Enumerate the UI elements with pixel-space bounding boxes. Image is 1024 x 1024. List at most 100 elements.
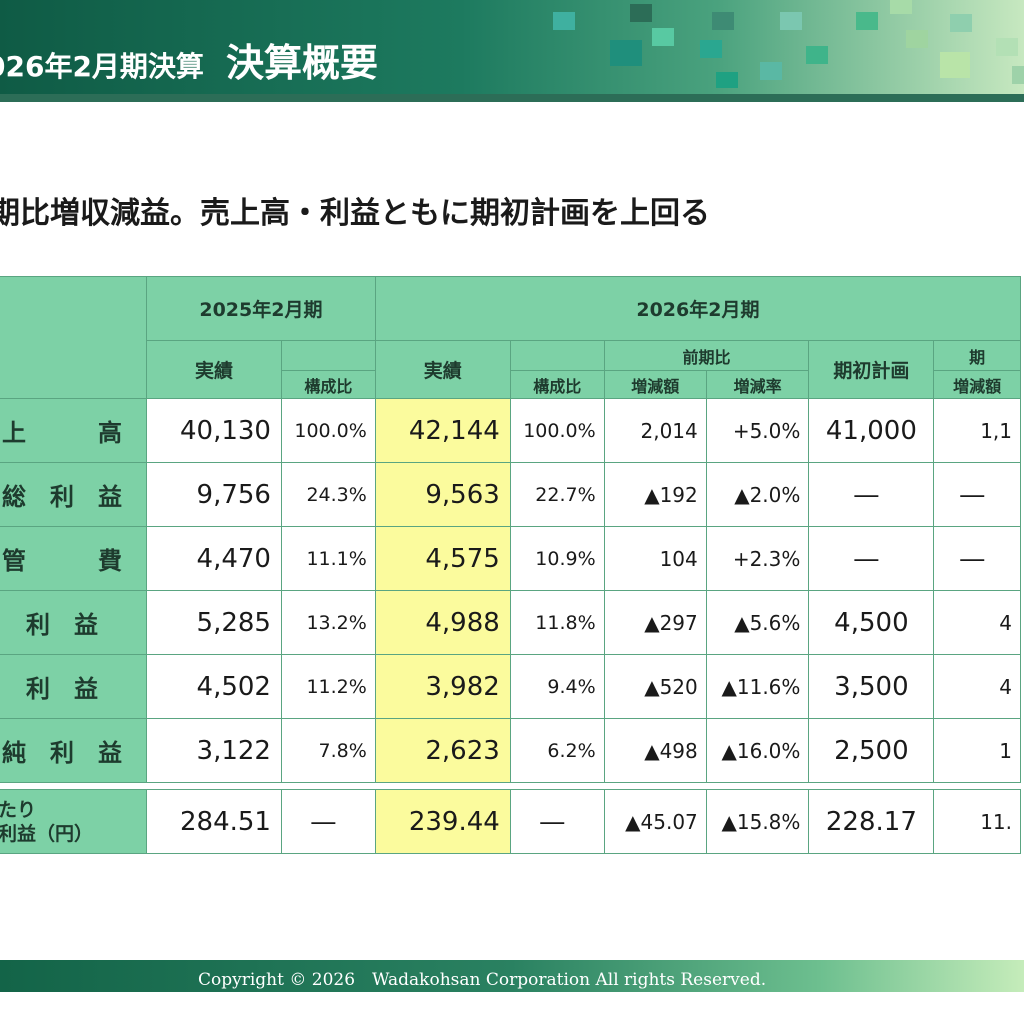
col-yoy: 前期比 [603, 340, 810, 371]
decor-square [780, 12, 802, 30]
footer-bar: Copyright © 2026 Wadakohsan Corporation … [0, 960, 1024, 992]
financial-summary-table: 2025年2月期 2026年2月期 実績 実績 前期比 期初計画 期 構成比 構… [0, 276, 1022, 854]
change-rate: ▲16.0% [705, 718, 810, 783]
plan-change: ― [933, 526, 1021, 591]
col-change-amount: 増減額 [603, 370, 707, 399]
change-amount: ▲498 [603, 718, 707, 783]
actual-2025: 4,502 [146, 654, 282, 719]
row-label: 管 費 [0, 526, 147, 591]
ratio-2025: 11.1% [280, 526, 376, 591]
table-row-eps: たり 利益（円） 284.51 ― 239.44 ― ▲45.07 ▲15.8%… [0, 789, 1021, 854]
actual-2025: 4,470 [146, 526, 282, 591]
row-spacer [0, 782, 1021, 790]
change-amount: ▲297 [603, 590, 707, 655]
decor-square [610, 40, 642, 66]
plan: ― [808, 526, 935, 591]
change-amount: 104 [603, 526, 707, 591]
ratio-2025: 24.3% [280, 462, 376, 527]
eps-label-line1: たり [0, 798, 37, 821]
actual-2026: 4,988 [374, 590, 511, 655]
col-plan-change: 増減額 [933, 370, 1021, 399]
plan: 3,500 [808, 654, 935, 719]
decor-square [906, 30, 928, 48]
plan: 228.17 [808, 789, 935, 854]
plan: 2,500 [808, 718, 935, 783]
ratio-2025: ― [280, 789, 376, 854]
row-label: 利益 [0, 654, 147, 719]
col-ratio-2025: 構成比 [280, 370, 376, 399]
summary-headline: 期比増収減益。売上高・利益ともに期初計画を上回る [0, 196, 710, 231]
table-row: 利益 5,285 13.2% 4,988 11.8% ▲297 ▲5.6% 4,… [0, 590, 1021, 655]
decor-square [630, 4, 652, 22]
col-ratio-2026: 構成比 [509, 370, 605, 399]
ratio-2025: 100.0% [280, 398, 376, 463]
decor-square [856, 12, 878, 30]
table-row: 総利益 9,756 24.3% 9,563 22.7% ▲192 ▲2.0% ―… [0, 462, 1021, 527]
change-rate: ▲5.6% [705, 590, 810, 655]
table-row: 管 費 4,470 11.1% 4,575 10.9% 104 +2.3% ― … [0, 526, 1021, 591]
plan: 41,000 [808, 398, 935, 463]
table-row: 上 高 40,130 100.0% 42,144 100.0% 2,014 +5… [0, 398, 1021, 463]
table-row: 純利益 3,122 7.8% 2,623 6.2% ▲498 ▲16.0% 2,… [0, 718, 1021, 783]
actual-2026: 42,144 [374, 398, 511, 463]
col-actual-2025: 実績 [146, 340, 282, 399]
header-banner: 026年2月期決算 決算概要 [0, 0, 1024, 98]
ratio-2025: 7.8% [280, 718, 376, 783]
plan-change: 11. [933, 789, 1021, 854]
page-title: 026年2月期決算 決算概要 [0, 32, 378, 87]
col-fy2025: 2025年2月期 [146, 276, 376, 341]
actual-2025: 3,122 [146, 718, 282, 783]
actual-2025: 5,285 [146, 590, 282, 655]
decor-square [553, 12, 575, 30]
actual-2026: 3,982 [374, 654, 511, 719]
ratio-2026: 11.8% [509, 590, 605, 655]
decor-square [712, 12, 734, 30]
plan: ― [808, 462, 935, 527]
decor-square [806, 46, 828, 64]
col-change-rate: 増減率 [705, 370, 810, 399]
col-plan: 期初計画 [808, 340, 935, 399]
plan-change: 4 [933, 590, 1021, 655]
change-rate: ▲2.0% [705, 462, 810, 527]
blank-cell [509, 340, 605, 371]
header-corner [0, 276, 147, 399]
decor-square [890, 0, 912, 14]
change-amount: ▲192 [603, 462, 707, 527]
actual-2026: 2,623 [374, 718, 511, 783]
header-divider [0, 94, 1024, 102]
decor-square [940, 52, 970, 78]
ratio-2026: 100.0% [509, 398, 605, 463]
col-fy2026: 2026年2月期 [374, 276, 1022, 341]
change-rate: ▲11.6% [705, 654, 810, 719]
plan: 4,500 [808, 590, 935, 655]
row-label: 上 高 [0, 398, 147, 463]
decor-square [700, 40, 722, 58]
row-label: 利益 [0, 590, 147, 655]
plan-change: 1,1 [933, 398, 1021, 463]
change-amount: ▲45.07 [603, 789, 707, 854]
row-label: 純利益 [0, 718, 147, 783]
title-main: 決算概要 [225, 41, 378, 85]
ratio-2025: 13.2% [280, 590, 376, 655]
eps-label-line2: 利益（円） [0, 822, 94, 845]
col-actual-2026: 実績 [374, 340, 511, 399]
change-rate: +2.3% [705, 526, 810, 591]
change-amount: ▲520 [603, 654, 707, 719]
fiscal-period: 026年2月期決算 [0, 50, 204, 83]
blank-cell [280, 340, 376, 371]
change-amount: 2,014 [603, 398, 707, 463]
actual-2026: 239.44 [374, 789, 511, 854]
plan-change: 1 [933, 718, 1021, 783]
ratio-2026: 22.7% [509, 462, 605, 527]
ratio-2026: ― [509, 789, 605, 854]
copyright-text: Copyright © 2026 Wadakohsan Corporation … [198, 970, 767, 990]
table-row: 利益 4,502 11.2% 3,982 9.4% ▲520 ▲11.6% 3,… [0, 654, 1021, 719]
actual-2025: 9,756 [146, 462, 282, 527]
plan-change: 4 [933, 654, 1021, 719]
ratio-2026: 9.4% [509, 654, 605, 719]
ratio-2026: 10.9% [509, 526, 605, 591]
actual-2025: 40,130 [146, 398, 282, 463]
actual-2025: 284.51 [146, 789, 282, 854]
decor-square [950, 14, 972, 32]
decor-square [716, 72, 738, 88]
